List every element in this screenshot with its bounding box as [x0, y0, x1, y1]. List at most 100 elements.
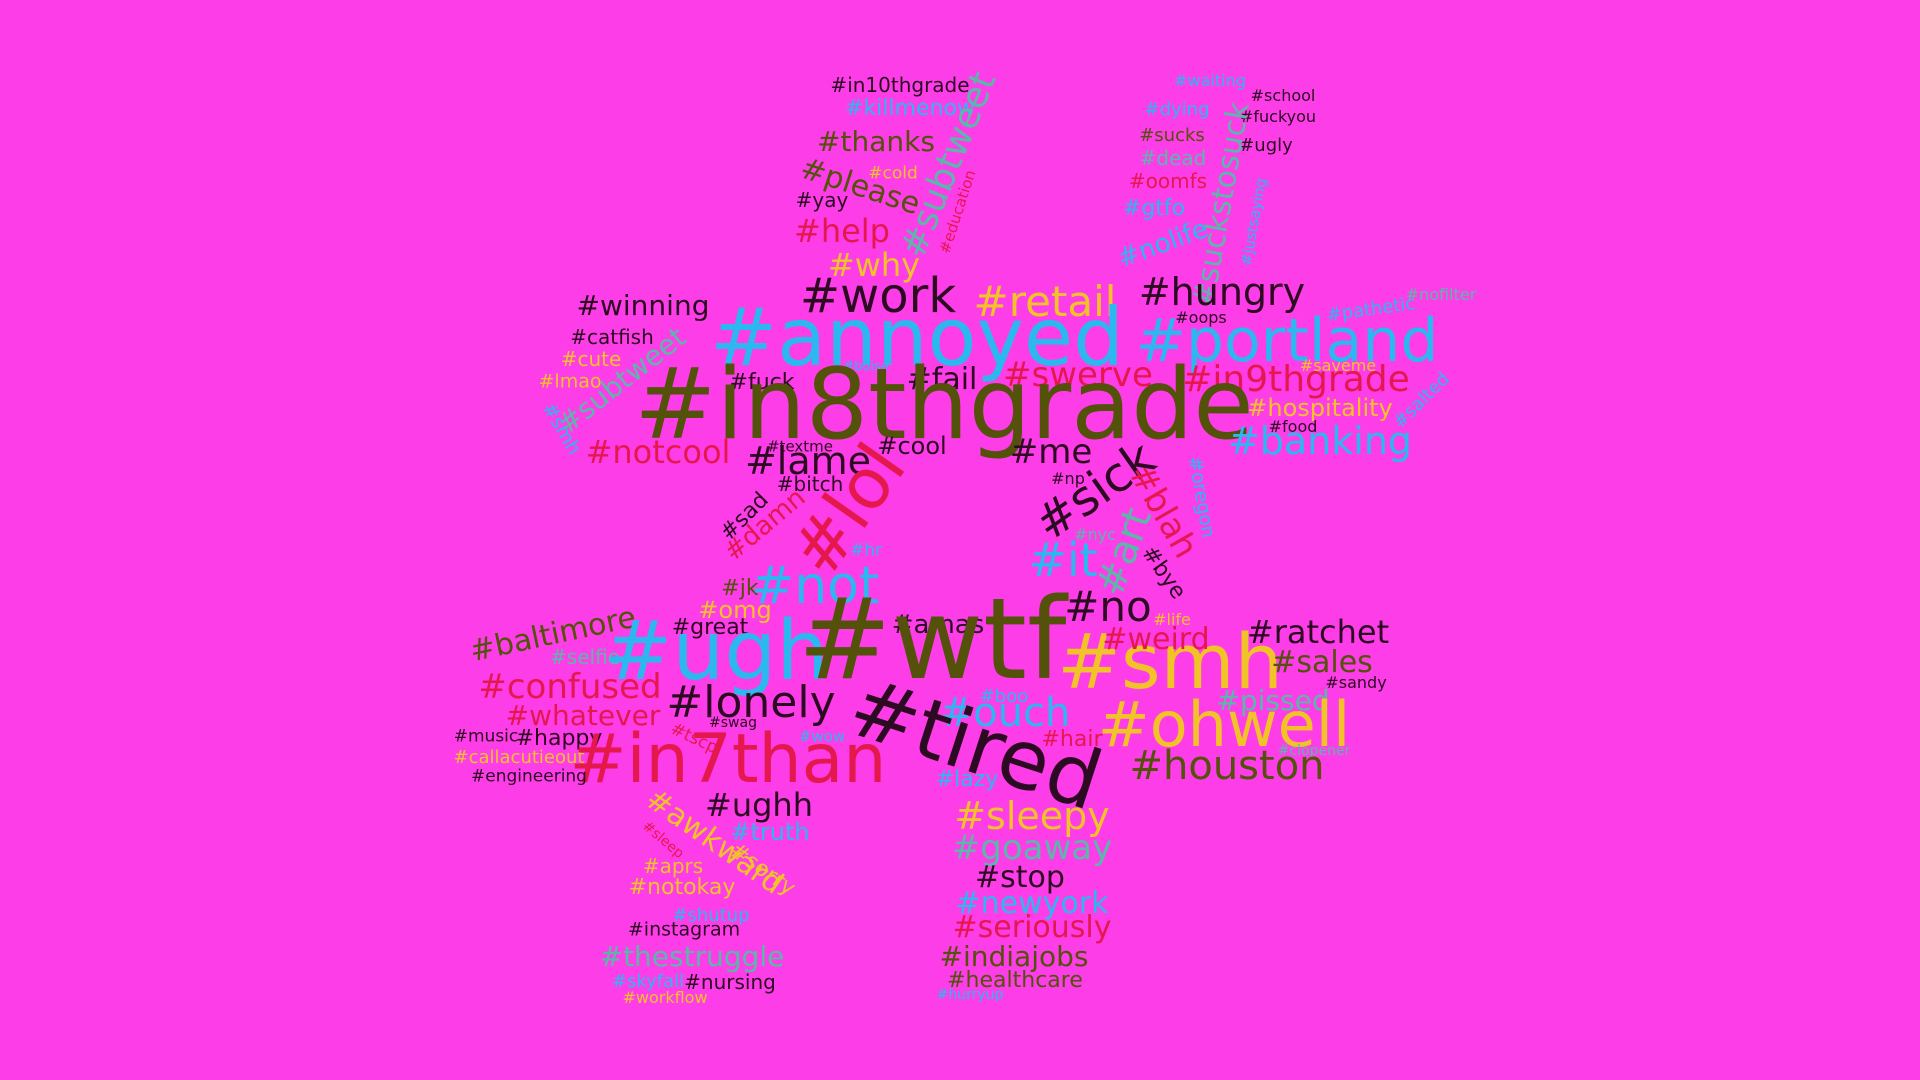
hashtag-lame: #lame: [744, 439, 872, 483]
hashtag-no: #no: [1064, 582, 1152, 631]
hashtag-instagram: #instagram: [627, 918, 741, 941]
hashtag-notcool: #notcool: [585, 433, 731, 471]
hashtag-in8thgrade: #in8thgrade: [634, 348, 1254, 462]
hashtag-weird: #weird: [1102, 622, 1210, 657]
hashtag-help: #help: [794, 212, 890, 250]
hashtag-lmao: #lmao: [538, 370, 602, 393]
hashtag-nyc: #nyc: [1074, 525, 1116, 544]
hashtag-jk: #jk: [721, 576, 759, 601]
hashtag-ratchet: #ratchet: [1246, 613, 1390, 651]
hashtag-cute: #cute: [560, 347, 622, 371]
hashtag-hr: #hr: [849, 540, 883, 561]
hashtag-me: #me: [1009, 432, 1093, 472]
hashtag-truth: #truth: [730, 818, 810, 846]
hashtag-whatever: #whatever: [505, 699, 661, 732]
hashtag-music: #music: [453, 726, 519, 747]
hashtag-it: #it: [1028, 533, 1098, 587]
hashtag-thestruggle: #thestruggle: [599, 940, 785, 973]
hashtag-cool: #cool: [877, 432, 947, 460]
hashtag-wow: #wow: [798, 727, 846, 746]
hashtag-hair: #hair: [1041, 727, 1103, 752]
hashtag-selfie: #selfie: [550, 645, 620, 669]
hashtag-callacutieout: #callacutieout: [453, 747, 585, 768]
hashtag-banking: #banking: [1227, 419, 1413, 463]
hashtag-sandy: #sandy: [1325, 673, 1387, 692]
hashtag-nursing: #nursing: [684, 970, 776, 994]
hashtag-hospitality: #hospitality: [1247, 394, 1393, 422]
hashtag-oops: #oops: [1175, 308, 1227, 327]
hashtag-goaway: #goaway: [951, 828, 1113, 868]
hashtag-boo: #boo: [979, 686, 1029, 707]
hashtag-why: #why: [827, 246, 921, 284]
hashtag-skyfall: #skyfall: [611, 971, 685, 992]
hashtag-school: #school: [1250, 86, 1316, 105]
hashtag-yay: #yay: [795, 188, 849, 212]
hashtag-hungry: #hungry: [1138, 270, 1306, 314]
hashtag-np: #np: [1051, 469, 1085, 488]
hashtag-healthcare: #healthcare: [947, 968, 1083, 993]
hashtag-in9thgrade: #in9thgrade: [1182, 359, 1410, 400]
hashtag-oomfs: #oomfs: [1128, 169, 1208, 193]
hashtag-retail: #retail: [973, 277, 1117, 326]
hashtag-textme: #textme: [766, 437, 834, 456]
hashtag-bitch: #bitch: [776, 472, 844, 496]
hashtag-aprs: #aprs: [642, 854, 704, 878]
hashtag-workflow: #workflow: [622, 988, 708, 1007]
hashtag-thanks: #thanks: [817, 125, 935, 158]
hashtag-dead: #dead: [1139, 146, 1207, 170]
hashtag-indiajobs: #indiajobs: [939, 940, 1089, 973]
hashtag-houston: #houston: [1129, 743, 1325, 789]
hashtag-ughh: #ughh: [705, 786, 813, 824]
hashtag-in7than: #in7than: [569, 720, 887, 799]
hashtag-shutup: #shutup: [672, 905, 750, 926]
hashtag-lazy: #lazy: [935, 767, 999, 792]
hashtag-swerve: #swerve: [1003, 355, 1153, 395]
hashtag-stop: #stop: [975, 860, 1065, 895]
hashtag-newyork: #newyork: [955, 886, 1109, 921]
hashtag-portland: #portland: [1135, 306, 1439, 376]
hashtag-fuckyou: #fuckyou: [1239, 107, 1317, 126]
hashtag-dying: #dying: [1144, 99, 1210, 120]
hashtag-clopener: #clopener: [1277, 743, 1351, 759]
hashtag-ugh: #ugh: [603, 604, 829, 699]
hashtag-life: #life: [1153, 610, 1191, 629]
hashtag-catfish: #catfish: [570, 325, 654, 349]
hashtag-sleepy: #sleepy: [954, 794, 1110, 838]
hashtag-smh: #smh: [1057, 617, 1283, 706]
hashtag-lonely: #lonely: [666, 677, 836, 728]
hashtag-confused: #confused: [478, 667, 662, 707]
hashtag-justsaying: #justsaying: [1236, 176, 1271, 268]
hashtag-swag: #swag: [709, 715, 757, 731]
hashtag-notokay: #notokay: [628, 875, 736, 900]
hashtag-not: #not: [750, 556, 880, 616]
hashtag-sales: #sales: [1271, 645, 1373, 680]
hashtag-gtfo: #gtfo: [1122, 196, 1186, 221]
hashtag-annoyed: #annoyed: [710, 291, 1124, 384]
hashtag-fuck: #fuck: [729, 370, 795, 395]
hashtag-ouch: #ouch: [939, 690, 1071, 736]
hashtag-cold: #cold: [868, 163, 918, 184]
hashtag-fail: #fail: [906, 362, 978, 397]
hashtag-killmenow: #killmenow: [845, 96, 975, 121]
hashtag-happy: #happy: [515, 726, 603, 751]
hashtag-saveme: #saveme: [1299, 356, 1377, 375]
hashtag-food: #food: [1268, 417, 1318, 436]
hashtag-ugly: #ugly: [1239, 135, 1293, 156]
hashtag-ohwell: #ohwell: [1097, 688, 1351, 761]
hashtag-omg: #omg: [698, 596, 772, 624]
hashtag-hurryup: #hurryup: [936, 987, 1004, 1003]
hashtag-seriously: #seriously: [952, 910, 1112, 945]
hashtag-sucks: #sucks: [1139, 125, 1205, 146]
hashtag-pissed: #pissed: [1216, 684, 1330, 717]
hashtag-waiting: #waiting: [1174, 71, 1246, 90]
hashtag-amas: #amas: [891, 610, 985, 640]
hashtag-in10thgrade: #in10thgrade: [830, 73, 970, 97]
hashtag-winning: #winning: [576, 289, 710, 322]
hashtag-work: #work: [799, 268, 957, 324]
hashtag-boise: #boise: [843, 359, 889, 375]
hashtag-great: #great: [671, 615, 749, 640]
hashtag-nofilter: #nofilter: [1405, 285, 1477, 304]
hashtag-wtf: #wtf: [797, 575, 1067, 705]
hashtag-engineering: #engineering: [471, 766, 587, 787]
